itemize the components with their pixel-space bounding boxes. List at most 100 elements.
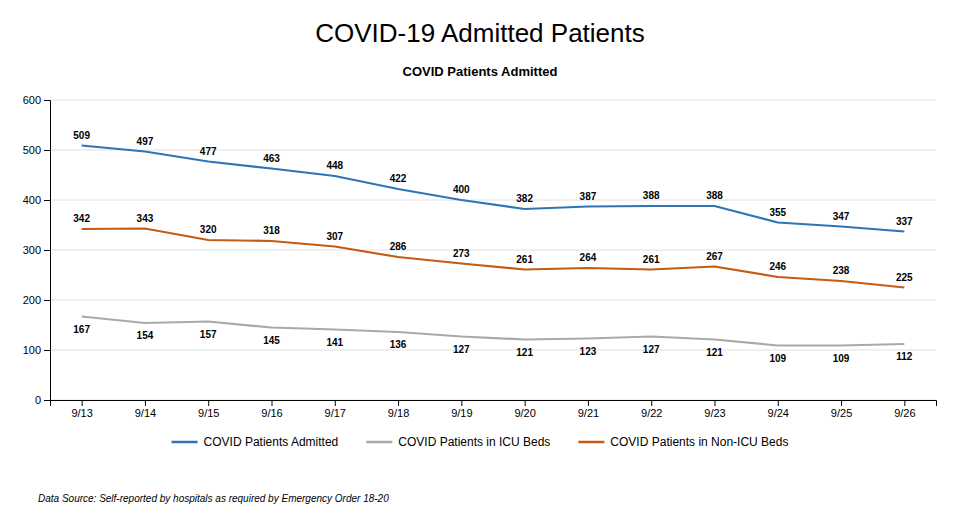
x-tick-mark [461,400,462,406]
lines [82,146,905,346]
data-label: 127 [453,344,470,355]
data-label: 261 [516,254,533,265]
data-label: 337 [896,216,913,227]
x-tick: 9/15 [198,400,219,419]
data-label: 246 [769,261,786,272]
series-line [82,317,905,346]
x-tick-mark [904,400,905,406]
legend-swatch [366,441,392,444]
data-label: 497 [137,136,154,147]
data-label: 109 [769,353,786,364]
x-tick-mark [335,400,336,406]
data-label: 267 [706,251,723,262]
data-label: 382 [516,193,533,204]
data-label: 400 [453,184,470,195]
grid [50,100,936,400]
x-tick-label: 9/13 [71,407,92,419]
x-tick-label: 9/24 [768,407,789,419]
data-label: 388 [706,190,723,201]
legend-item: COVID Patients in ICU Beds [366,435,550,449]
data-label: 121 [706,347,723,358]
x-tick-mark [208,400,209,406]
data-label: 154 [137,330,154,341]
x-tick-mark [778,400,779,406]
x-tick-mark [588,400,589,406]
y-tick-label: 600 [23,94,41,106]
data-label: 109 [833,353,850,364]
y-tick-label: 400 [23,194,41,206]
y-tick: 300 [23,244,50,256]
data-label: 355 [769,207,786,218]
x-tick-label: 9/20 [514,407,535,419]
y-tick-mark [44,300,50,301]
y-tick-mark [44,350,50,351]
grid-line [50,150,936,151]
chart: COVID-19 Admitted Patients COVID Patients… [0,0,960,516]
plot: 01002003004005006009/139/149/159/169/179… [23,94,937,419]
data-label: 509 [73,130,90,141]
data-label: 342 [73,213,90,224]
x-tick-label: 9/18 [388,407,409,419]
x-tick: 9/20 [514,400,535,419]
x-tick-label: 9/19 [451,407,472,419]
x-tick: 9/14 [135,400,156,419]
x-axis: 9/139/149/159/169/179/189/199/209/219/22… [51,400,937,419]
x-tick-mark [651,400,652,406]
x-tick-label: 9/15 [198,407,219,419]
y-tick: 200 [23,294,50,306]
data-label: 318 [263,225,280,236]
x-tick: 9/13 [71,400,92,419]
data-label: 145 [263,335,280,346]
y-tick-label: 0 [35,394,41,406]
data-label: 448 [326,160,343,171]
legend-item: COVID Patients in Non-ICU Beds [578,435,788,449]
data-label: 422 [390,173,407,184]
grid-line [50,300,936,301]
x-tick-label: 9/16 [261,407,282,419]
grid-line [50,100,936,101]
y-tick: 0 [35,394,50,406]
x-tick: 9/24 [768,400,789,419]
y-axis-line [44,101,51,401]
grid-line [50,350,936,351]
y-tick: 500 [23,144,50,156]
x-tick-mark [841,400,842,406]
legend-label: COVID Patients in ICU Beds [398,435,550,449]
x-tick-label: 9/26 [894,407,915,419]
data-label: 167 [73,324,90,335]
x-tick-mark [525,400,526,406]
x-tick-label: 9/14 [135,407,156,419]
y-tick-label: 300 [23,244,41,256]
y-tick-label: 200 [23,294,41,306]
footnote: Data Source: Self-reported by hospitals … [38,493,389,504]
data-label: 141 [326,337,343,348]
x-tick: 9/18 [388,400,409,419]
y-tick: 400 [23,194,50,206]
x-tick: 9/19 [451,400,472,419]
x-tick-mark [145,400,146,406]
x-tick: 9/25 [831,400,852,419]
legend-swatch [578,441,604,444]
legend-label: COVID Patients in Non-ICU Beds [610,435,788,449]
data-label: 225 [896,272,913,283]
x-tick-label: 9/22 [641,407,662,419]
data-label: 157 [200,329,217,340]
y-tick-mark [44,200,50,201]
y-tick-mark [44,150,50,151]
x-tick-label: 9/21 [578,407,599,419]
legend-label: COVID Patients Admitted [204,435,339,449]
x-tick-mark [398,400,399,406]
y-tick-label: 100 [23,344,41,356]
title: COVID-19 Admitted Patients [315,18,644,48]
x-tick-mark [715,400,716,406]
y-tick-label: 500 [23,144,41,156]
y-axis: 0 100 200 300 400 500 600 [23,94,51,406]
data-label: 136 [390,339,407,350]
legend: COVID Patients Admitted COVID Patients in… [172,435,789,449]
data-label: 388 [643,190,660,201]
y-tick: 100 [23,344,50,356]
grid-line [50,200,936,201]
data-label: 307 [326,231,343,242]
data-label: 343 [137,213,154,224]
x-tick: 9/22 [641,400,662,419]
